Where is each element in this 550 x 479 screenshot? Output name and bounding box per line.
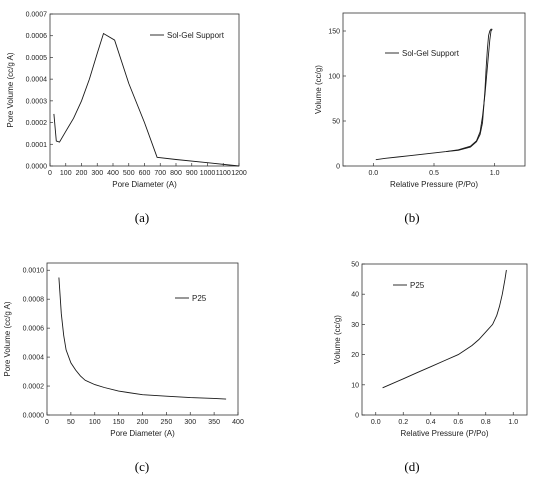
y-tick-label: 0.0004 (23, 355, 45, 362)
x-axis-label: Pore Diameter (A) (110, 429, 175, 438)
y-tick-label: 0.0005 (26, 55, 48, 62)
y-tick-label: 0.0003 (26, 98, 48, 105)
x-tick-label: 400 (107, 170, 119, 177)
y-tick-label: 100 (328, 74, 340, 81)
x-tick-label: 0 (48, 170, 52, 177)
x-tick-label: 1200 (231, 170, 247, 177)
y-tick-label: 30 (351, 322, 359, 329)
x-tick-label: 1000 (200, 170, 216, 177)
y-tick-label: 20 (351, 352, 359, 359)
legend-label: P25 (192, 294, 207, 303)
series-line (58, 277, 227, 400)
y-axis-label: Volume (cc/g) (314, 65, 323, 114)
y-tick-label: 50 (351, 262, 359, 269)
y-axis-label: Volume (cc/g) (333, 315, 342, 364)
legend-label: Sol-Gel Support (167, 31, 225, 40)
y-tick-label: 0.0006 (23, 326, 45, 333)
plot-frame (46, 262, 239, 416)
x-tick-label: 0.2 (398, 419, 408, 426)
x-tick-label: 900 (186, 170, 198, 177)
x-tick-label: 600 (139, 170, 151, 177)
x-tick-label: 0.5 (429, 170, 439, 177)
x-tick-label: 500 (123, 170, 135, 177)
y-tick-label: 10 (351, 382, 359, 389)
y-tick-label: 0.0000 (26, 164, 48, 171)
caption-b: (b) (404, 210, 419, 225)
x-tick-label: 100 (60, 170, 72, 177)
x-axis-label: Pore Diameter (A) (112, 180, 177, 189)
x-tick-label: 400 (232, 419, 244, 426)
x-tick-label: 1.0 (490, 170, 500, 177)
panel-b: 0.0 0.5 1.0 0 50 100 150 Relative Pressure (P/P… (314, 12, 526, 189)
y-tick-label: 0.0007 (26, 12, 48, 19)
y-tick-label: 0.0000 (23, 413, 45, 420)
x-tick-label: 0 (45, 419, 49, 426)
y-tick-label: 50 (332, 119, 340, 126)
y-tick-label: 150 (328, 29, 340, 36)
x-tick-label: 0.4 (426, 419, 436, 426)
x-axis-label: Relative Pressure (P/Po) (400, 429, 488, 438)
y-tick-label: 0.0001 (26, 142, 48, 149)
series-line (53, 32, 240, 167)
series-line (382, 269, 507, 389)
x-tick-label: 1100 (216, 170, 231, 177)
x-tick-label: 0.0 (368, 170, 378, 177)
y-tick-label: 0 (355, 413, 359, 420)
plot-frame (361, 263, 528, 416)
x-tick-label: 300 (91, 170, 103, 177)
x-tick-label: 250 (161, 419, 173, 426)
y-tick-label: 0.0010 (23, 268, 45, 275)
legend-label: P25 (410, 281, 425, 290)
y-tick-label: 40 (351, 292, 359, 299)
x-axis-label: Relative Pressure (P/Po) (390, 180, 478, 189)
x-tick-label: 0.8 (481, 419, 491, 426)
x-tick-label: 50 (67, 419, 75, 426)
x-tick-label: 200 (76, 170, 88, 177)
series-line (446, 28, 493, 153)
y-tick-label: 0.0002 (23, 384, 45, 391)
x-tick-label: 800 (170, 170, 182, 177)
plot-frame (342, 12, 526, 167)
y-axis-label: Pore Volume (cc/g A) (3, 301, 12, 376)
y-tick-label: 0.0004 (26, 77, 48, 84)
caption-d: (d) (404, 459, 419, 474)
x-tick-label: 300 (184, 419, 196, 426)
panel-c: 0 50 100 150 200 250 300 350 400 0.0000 0.0002 0.00… (3, 262, 244, 438)
caption-a: (a) (135, 210, 149, 225)
caption-c: (c) (135, 459, 149, 474)
x-tick-label: 700 (154, 170, 166, 177)
x-tick-label: 350 (208, 419, 220, 426)
y-tick-label: 0.0006 (26, 33, 48, 40)
x-tick-label: 0.6 (453, 419, 463, 426)
y-axis-label: Pore Volume (cc/g A) (6, 52, 15, 127)
x-tick-label: 100 (89, 419, 101, 426)
x-tick-label: 0.0 (371, 419, 381, 426)
legend-label: Sol-Gel Support (402, 49, 460, 58)
x-tick-label: 200 (137, 419, 149, 426)
series-line (375, 28, 493, 161)
y-tick-label: 0 (336, 164, 340, 171)
panel-d: 0.0 0.2 0.4 0.6 0.8 1.0 0 10 20 30 40 50 Relative Pr… (333, 262, 528, 438)
y-tick-label: 0.0002 (26, 120, 48, 127)
panel-a: 0 100 200 300 400 500 600 700 800 900 1000 1100 1200… (6, 12, 247, 190)
x-tick-label: 150 (113, 419, 125, 426)
x-tick-label: 1.0 (508, 419, 518, 426)
y-tick-label: 0.0008 (23, 297, 45, 304)
